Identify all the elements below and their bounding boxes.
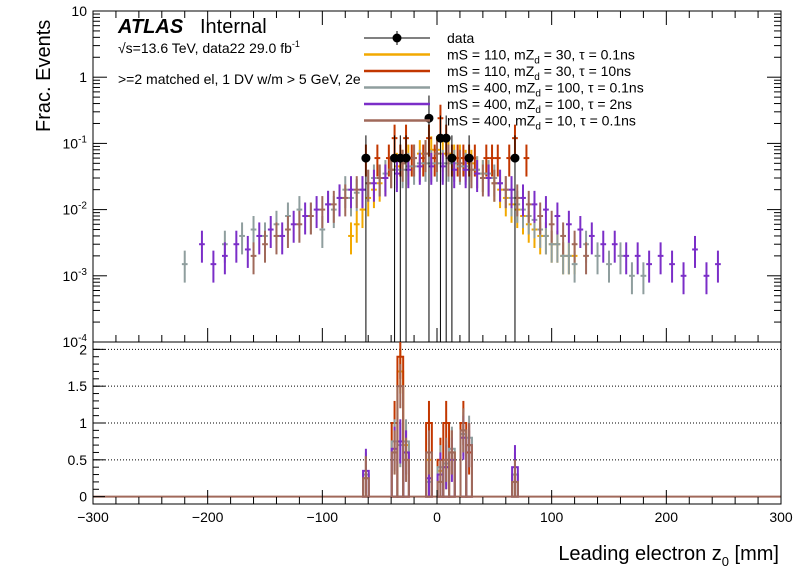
data-point	[361, 153, 371, 163]
ratio-y-tick-label: 2	[79, 341, 87, 357]
y-tick-label: 1	[79, 69, 87, 85]
y-tick-label: 10-4	[63, 333, 88, 350]
x-tick-label: −100	[307, 509, 339, 525]
ratio-y-tick-label: 1	[79, 415, 87, 431]
x-axis-label: Leading electron z0 [mm]	[558, 543, 779, 569]
legend-label: mS = 400, mZd = 100, τ = 2ns	[447, 96, 632, 116]
ratio-y-tick-label: 1.5	[68, 378, 88, 394]
y-tick-label: 10	[71, 3, 87, 19]
ratio-y-tick-label: 0	[79, 489, 87, 505]
ratio-y-tick-label: 0.5	[68, 452, 88, 468]
top-y-ticks: 10 1 10-1 10-2 10-3 10-4	[63, 3, 781, 350]
x-ticks: −300 −200 −100 0 100 200 300	[77, 11, 793, 525]
energy-lumi-label: √s=13.6 TeV, data22 29.0 fb-1	[118, 39, 300, 56]
y-tick-label: 10-2	[63, 201, 88, 218]
data-point	[447, 153, 457, 163]
y-axis-label: Frac. Events	[33, 20, 55, 132]
legend-label: data	[447, 30, 474, 46]
y-tick-label: 10-1	[63, 134, 88, 151]
selection-label: >=2 matched el, 1 DV w/m > 5 GeV, 2e	[118, 71, 361, 87]
legend-label: mS = 110, mZd = 30, τ = 10ns	[447, 63, 631, 83]
data-point	[441, 133, 451, 143]
x-tick-label: −200	[192, 509, 224, 525]
legend-label: mS = 110, mZd = 30, τ = 0.1ns	[447, 47, 635, 67]
x-tick-label: 0	[433, 509, 441, 525]
ratio-ticks: 0 0.5 1 1.5 2	[68, 341, 105, 505]
data-point	[401, 153, 411, 163]
x-tick-label: 200	[655, 509, 679, 525]
x-tick-label: −300	[77, 509, 109, 525]
ratio-panel-series	[93, 342, 781, 498]
x-tick-label: 100	[540, 509, 564, 525]
legend-label: mS = 400, mZd = 100, τ = 0.1ns	[447, 80, 644, 100]
legend-label: mS = 400, mZd = 10, τ = 0.1ns	[447, 113, 636, 133]
internal-label: Internal	[200, 16, 267, 38]
data-point	[464, 153, 474, 163]
top-panel-series	[181, 95, 721, 342]
atlas-label: ATLAS	[117, 16, 184, 38]
y-tick-label: 10-3	[63, 267, 88, 284]
data-point	[510, 153, 520, 163]
x-tick-label: 300	[769, 509, 793, 525]
